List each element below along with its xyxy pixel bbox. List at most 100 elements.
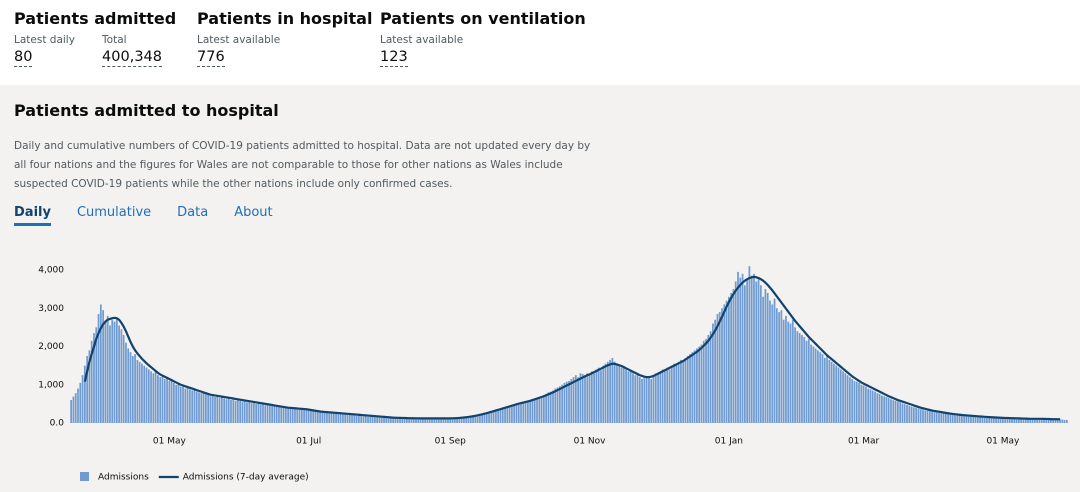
bar [415, 418, 417, 423]
bar [479, 414, 481, 423]
bar [458, 417, 461, 423]
bar [951, 414, 954, 423]
bar [661, 369, 664, 423]
bar [163, 379, 166, 423]
bar [931, 411, 933, 423]
bar [810, 344, 812, 423]
bar [823, 357, 826, 423]
bar [933, 411, 936, 423]
bar [794, 327, 796, 423]
bar [243, 400, 246, 423]
bar [527, 401, 529, 423]
bar [90, 340, 93, 423]
bar [867, 388, 870, 423]
bar [691, 352, 694, 423]
bar [326, 412, 328, 423]
bar [554, 388, 557, 423]
bar [997, 418, 1000, 423]
bar [963, 415, 965, 423]
tab[interactable]: Data [177, 205, 209, 220]
bar [885, 396, 888, 423]
bar [590, 371, 593, 423]
bar [501, 408, 504, 423]
bar [718, 312, 721, 423]
bar [490, 411, 493, 423]
bar [846, 375, 849, 423]
bar [150, 371, 152, 423]
stat-value[interactable]: 80 [14, 49, 33, 67]
tab[interactable]: About [234, 205, 273, 220]
bar [255, 403, 257, 423]
tab[interactable]: Daily [14, 205, 51, 226]
chart-title: Patients admitted to hospital [14, 101, 279, 120]
bar [109, 325, 111, 423]
bar [894, 400, 897, 423]
stat-value[interactable]: 400,348 [102, 49, 162, 67]
bar [399, 418, 401, 423]
bar [355, 415, 358, 423]
bar [289, 408, 292, 423]
bar [874, 391, 876, 423]
bar [762, 296, 764, 423]
bar [476, 414, 479, 423]
stat-item: Latest available 123 [380, 34, 463, 67]
bar [988, 417, 991, 423]
bar [147, 369, 150, 423]
bar [901, 403, 904, 423]
bar [757, 277, 760, 423]
bar [369, 416, 372, 423]
bar [602, 365, 605, 423]
bar [467, 416, 470, 423]
bar [995, 418, 997, 423]
bar [750, 275, 753, 423]
bar [775, 308, 778, 423]
bar [374, 417, 376, 423]
bar [807, 338, 810, 423]
bar [191, 390, 194, 423]
bar [287, 408, 289, 423]
stat-value[interactable]: 123 [380, 49, 408, 67]
bar [540, 396, 543, 423]
bar [385, 418, 388, 423]
stat-label: Latest available [380, 34, 464, 46]
bar [732, 289, 735, 423]
bar [252, 402, 255, 423]
bar [182, 384, 184, 423]
bar [442, 418, 445, 423]
stat-title: Patients on ventilation [380, 9, 586, 28]
tab[interactable]: Cumulative [76, 205, 152, 220]
bar [638, 377, 641, 423]
bar [892, 400, 895, 423]
bar [538, 396, 541, 423]
bar [225, 399, 228, 423]
bar [771, 304, 774, 423]
bar [748, 266, 751, 423]
bar [890, 399, 892, 423]
bar [1034, 419, 1036, 423]
bar [435, 418, 438, 423]
bar [211, 395, 214, 423]
bar [924, 410, 927, 423]
bar [444, 418, 447, 423]
bar [919, 409, 922, 423]
bar [700, 344, 703, 423]
bar [627, 371, 630, 423]
bar [401, 418, 404, 423]
bar [177, 382, 180, 423]
bar [707, 335, 710, 423]
bar [531, 400, 534, 423]
bar [1061, 419, 1064, 423]
bar [403, 418, 406, 423]
bar [620, 367, 623, 423]
bar [666, 367, 669, 423]
bar [803, 336, 806, 423]
bar [643, 377, 646, 423]
bar [862, 385, 865, 423]
bar [298, 408, 301, 423]
bar [960, 415, 963, 423]
bar [577, 377, 580, 423]
bar [1006, 418, 1009, 423]
bar [1050, 419, 1052, 423]
stat-value[interactable]: 776 [197, 49, 225, 67]
stat-card: Patients in hospital Latest available 776 [197, 9, 372, 67]
